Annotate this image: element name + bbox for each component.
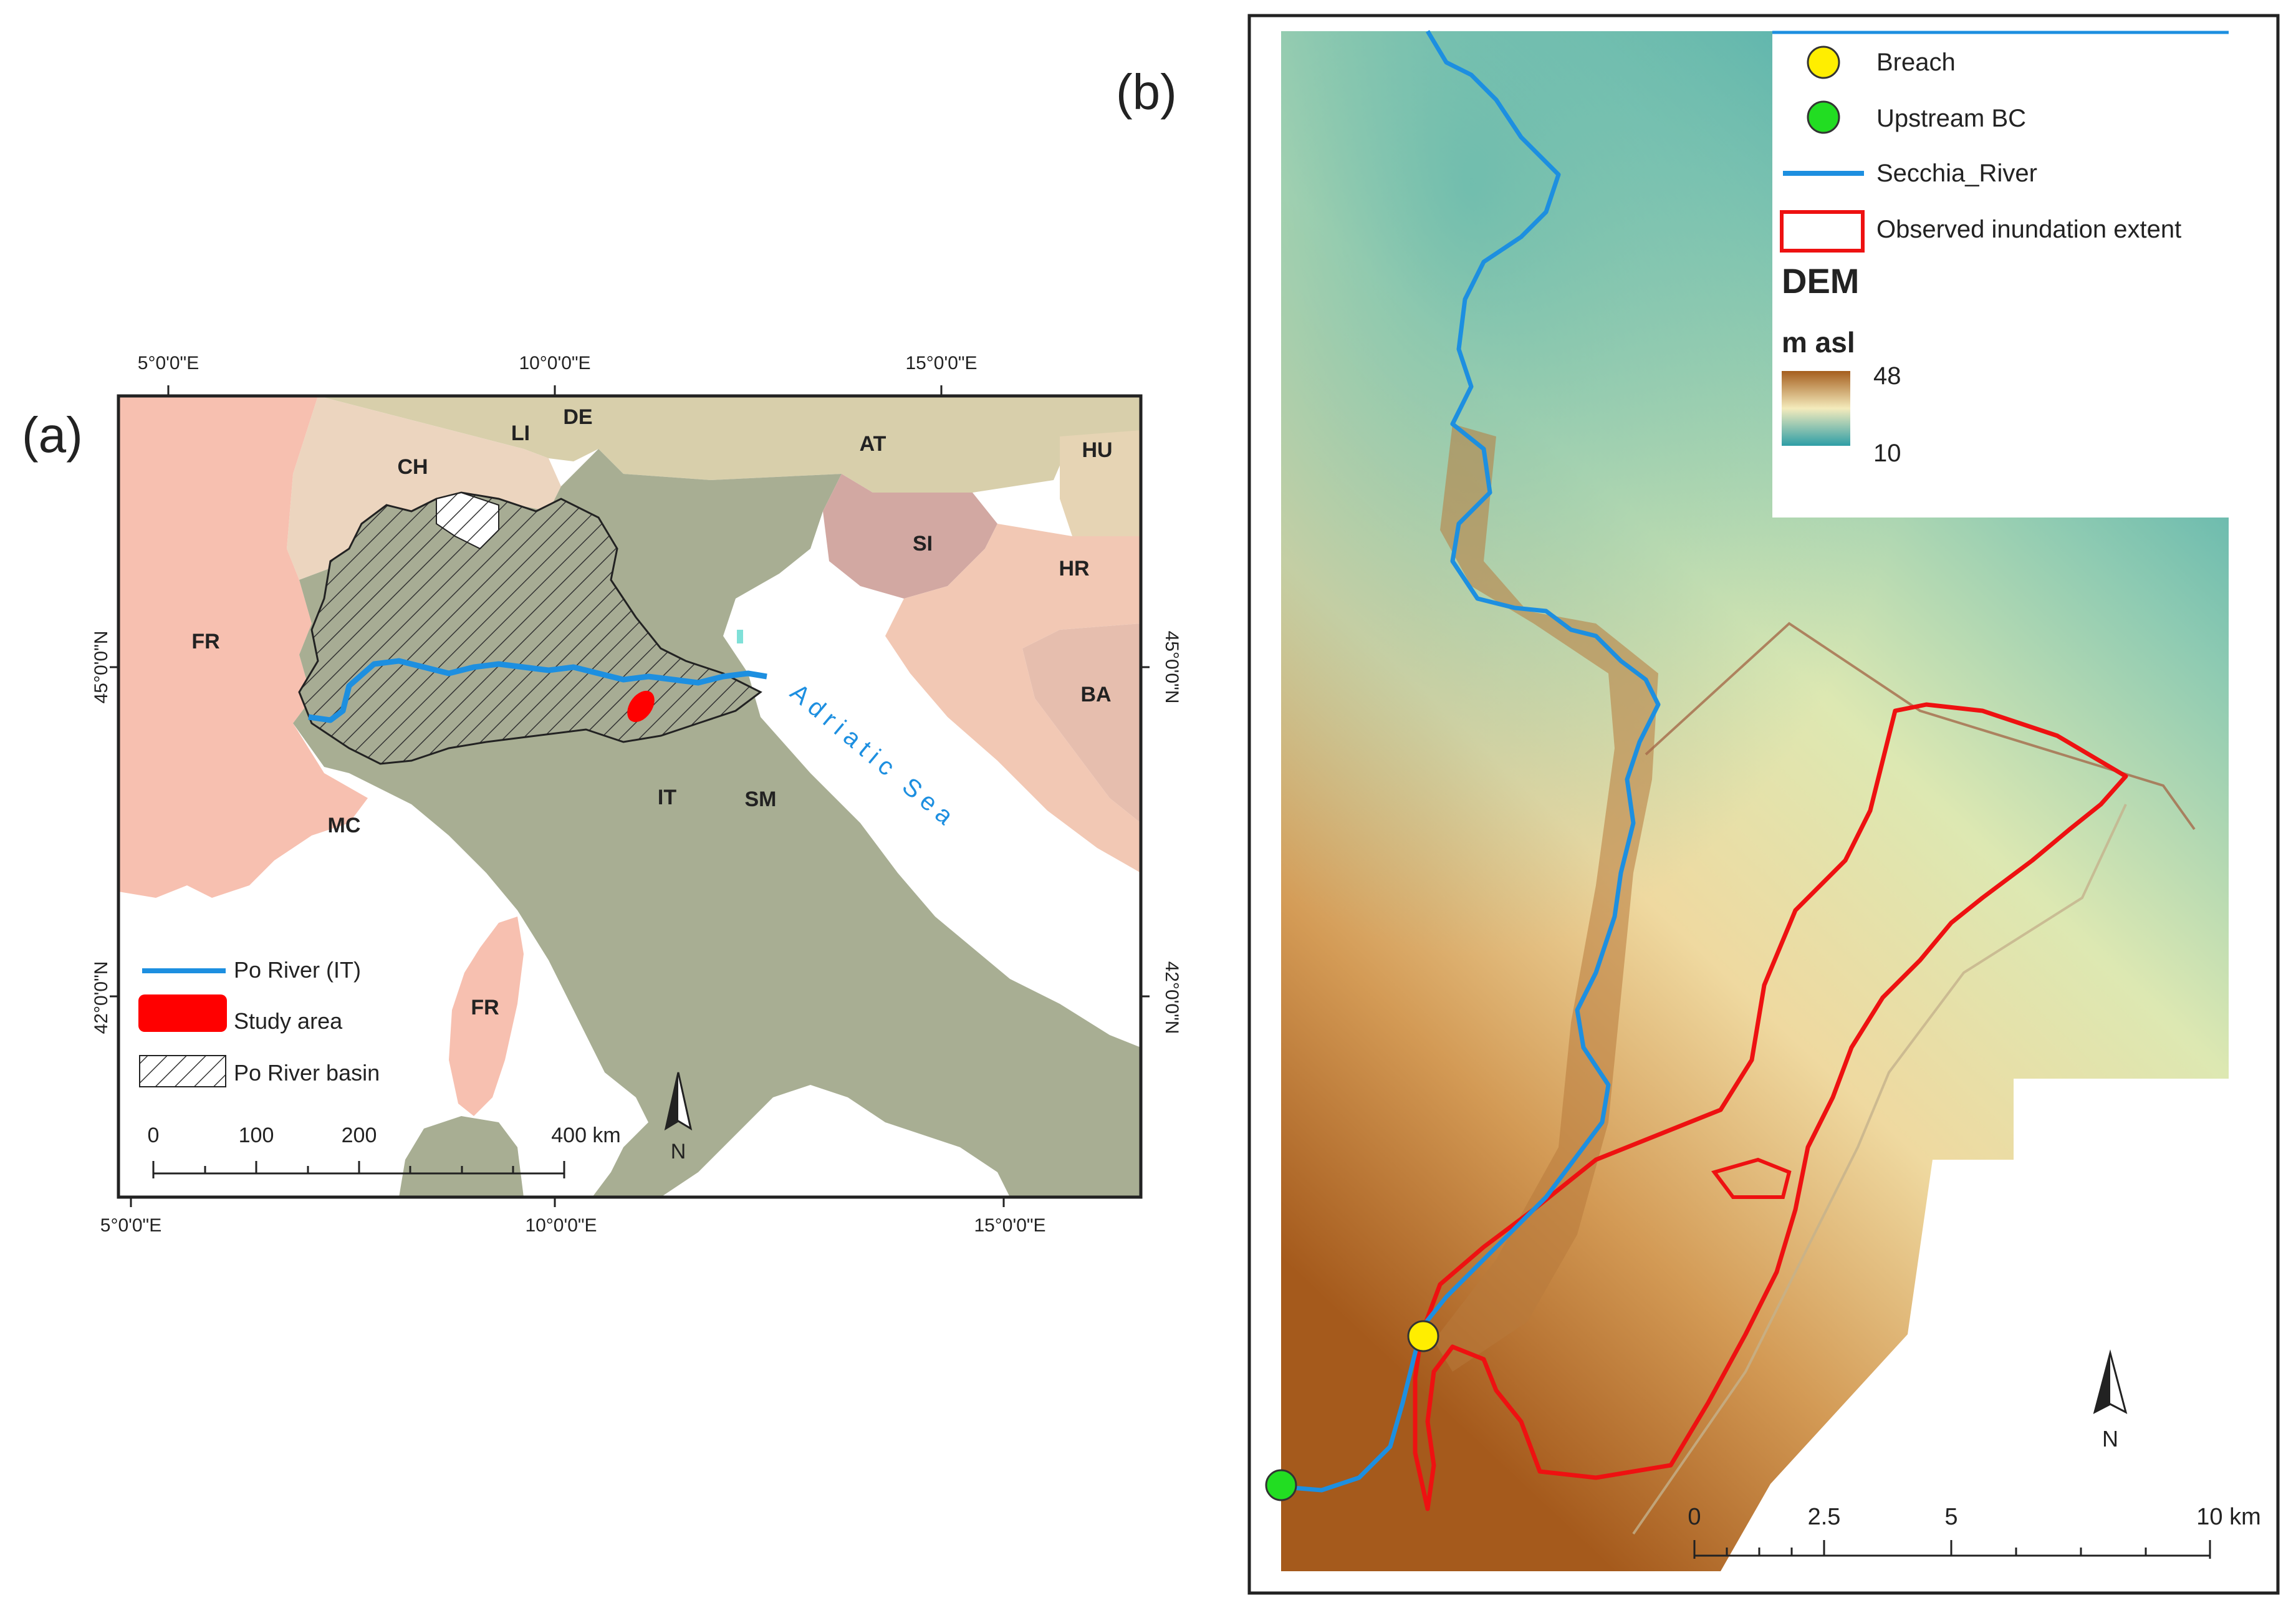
bottom-longitude-labels: 5°0'0"E 10°0'0"E 15°0'0"E: [100, 1215, 1046, 1236]
panel-b-legend: Breach Upstream BC Secchia_River Observe…: [1780, 46, 2181, 467]
left-ticks: [110, 666, 118, 998]
corsica: [449, 917, 524, 1116]
embankment-line: [1645, 622, 2196, 831]
observed-inundation-extent: [1413, 702, 2128, 1511]
label-fr: FR: [191, 630, 219, 653]
ticino-basin: [436, 491, 499, 550]
lon-label-10e-bottom: 10°0'0"E: [525, 1215, 597, 1236]
north-a-label: N: [671, 1140, 686, 1163]
label-si: SI: [913, 532, 933, 556]
label-hr: HR: [1059, 557, 1089, 580]
scale-b-10: 10 km: [2196, 1504, 2260, 1530]
legend-breach-swatch: [1807, 46, 1840, 79]
lat-label-45n-right: 45°0'0"N: [1161, 631, 1182, 704]
scale-a-0: 0: [148, 1124, 160, 1147]
legend-extent-swatch: [1780, 210, 1865, 253]
label-ba: BA: [1080, 683, 1111, 706]
top-longitude-labels: 5°0'0"E 10°0'0"E 15°0'0"E: [138, 353, 977, 373]
lon-label-5e-bottom: 5°0'0"E: [100, 1215, 161, 1236]
country-ch: [287, 396, 561, 580]
legend-dem-min: 10: [1873, 440, 1901, 467]
label-it: IT: [658, 786, 676, 809]
country-fr: [118, 396, 368, 898]
lat-label-45n-left: 45°0'0"N: [91, 631, 112, 704]
lat-label-42n-left: 42°0'0"N: [91, 961, 112, 1034]
legend-extent-label: Observed inundation extent: [1876, 216, 2181, 243]
label-at: AT: [860, 432, 886, 456]
legend-study-area-label: Study area: [234, 1008, 343, 1034]
country-at-de: [318, 396, 1141, 493]
lon-label-15e-bottom: 15°0'0"E: [974, 1215, 1045, 1236]
right-ticks: [1141, 666, 1150, 998]
scale-a-100: 100: [239, 1124, 274, 1147]
country-hr: [885, 524, 1141, 873]
po-river-line: [308, 658, 767, 723]
scale-a-400: 400 km: [551, 1124, 621, 1147]
breach-marker: [1407, 1320, 1439, 1352]
panel-a-frame: [117, 394, 1143, 1199]
bottom-ticks: [130, 1197, 1005, 1207]
panel-b-label: (b): [1116, 64, 1177, 120]
lat-label-42n-right: 42°0'0"N: [1161, 961, 1182, 1034]
europe-map: FR CH LI DE AT HU SI HR BA IT SM MC FR A…: [118, 396, 1141, 1197]
label-mc: MC: [328, 814, 361, 837]
country-si: [823, 474, 997, 599]
right-latitude-labels: 45°0'0"N 42°0'0"N: [1161, 631, 1182, 1034]
label-sm: SM: [745, 787, 777, 811]
top-ticks: [167, 385, 943, 396]
legend-basin-swatch: [139, 1055, 226, 1087]
river-floodplain: [1434, 424, 1658, 1372]
legend-upstream-label: Upstream BC: [1876, 105, 2026, 132]
panel-b-north-arrow: N: [2093, 1349, 2128, 1452]
legend-dem-max: 48: [1873, 362, 1901, 390]
country-labels: FR CH LI DE AT HU SI HR BA IT SM MC FR: [191, 405, 1112, 1019]
country-hu: [1060, 430, 1141, 536]
panel-b-scale-labels: 0 2.5 5 10 km: [1688, 1504, 2260, 1530]
lon-label-10e-top: 10°0'0"E: [519, 353, 590, 373]
legend-po-river-label: Po River (IT): [234, 957, 361, 983]
scale-a-200: 200: [342, 1124, 377, 1147]
country-ba: [1022, 624, 1141, 823]
legend-study-area-swatch: [138, 994, 227, 1032]
secchia-river-line: [1284, 30, 1661, 1493]
panel-a-legend: Po River (IT) Study area Po River basin: [138, 957, 380, 1087]
label-de: DE: [563, 405, 592, 429]
legend-upstream-swatch: [1807, 100, 1840, 134]
upstream-bc-marker: [1265, 1469, 1297, 1501]
panel-b-scale-bar: [1693, 1540, 2211, 1559]
study-area-marker: [627, 690, 655, 723]
label-hu: HU: [1082, 438, 1112, 462]
label-fr-corsica: FR: [471, 996, 499, 1019]
legend-breach-label: Breach: [1876, 49, 1956, 76]
legend-basin-label: Po River basin: [234, 1060, 380, 1086]
legend-dem-unit: m asl: [1782, 326, 1855, 359]
panel-a-label: (a): [22, 407, 83, 463]
sardinia: [399, 1116, 524, 1197]
lon-label-15e-top: 15°0'0"E: [905, 353, 977, 373]
lon-label-5e-top: 5°0'0"E: [138, 353, 199, 373]
label-li: LI: [511, 421, 530, 445]
scale-b-0: 0: [1688, 1504, 1701, 1530]
venice-lagoon: [737, 630, 743, 643]
scale-b-5: 5: [1944, 1504, 1957, 1530]
left-latitude-labels: 45°0'0"N 42°0'0"N: [91, 631, 112, 1034]
observed-inundation-inner: [1711, 1157, 1792, 1199]
legend-river-label: Secchia_River: [1876, 160, 2037, 187]
scale-b-2-5: 2.5: [1808, 1504, 1841, 1530]
panel-a-north-arrow: N: [664, 1072, 693, 1163]
canal-line: [1632, 804, 2127, 1535]
legend-dem-ramp: [1782, 371, 1850, 446]
panel-a-scale-labels: 0 100 200 400 km: [148, 1124, 621, 1147]
north-b-label: N: [2102, 1426, 2118, 1452]
panel-a-scale-bar: [152, 1161, 565, 1178]
label-ch: CH: [397, 455, 428, 479]
legend-dem-title: DEM: [1782, 261, 1859, 301]
